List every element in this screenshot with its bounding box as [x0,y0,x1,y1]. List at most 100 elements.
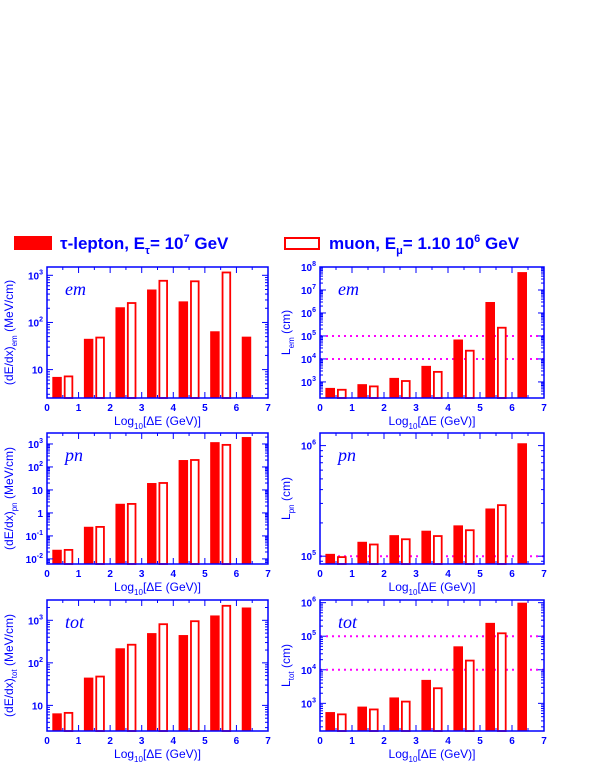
muon-bar [63,711,74,732]
muon-bar [464,659,475,732]
tau-bar [389,377,399,398]
x-tick-label: 5 [202,403,208,414]
x-tick-label: 5 [477,736,483,747]
x-tick-label: 2 [107,403,113,414]
x-tick-label: 7 [541,403,547,414]
muon-bar [336,556,347,565]
x-tick-label: 6 [509,569,515,580]
muon-bar [432,535,443,565]
legend: τ-lepton, Eτ= 107 GeV muon, Eμ= 1.10 106… [14,233,520,257]
x-tick-label: 2 [107,569,113,580]
muon-bar [221,604,232,732]
y-tick-label: 103 [28,614,43,627]
x-tick-label: 6 [234,736,240,747]
x-tick-label: 0 [317,569,323,580]
x-tick-label: 0 [44,736,50,747]
panel-label-tot: tot [65,612,85,632]
y-tick-label: 1 [37,509,43,520]
muon-bar [368,385,379,399]
tau-bar [421,679,431,731]
x-tick-label: 3 [139,569,145,580]
y-tick-label: 102 [28,657,43,670]
x-tick-label: 3 [413,569,419,580]
tau-bar [178,301,189,398]
x-tick-label: 2 [381,736,387,747]
y-tick-label: 106 [301,307,316,320]
panel-tot-dedx: 0 1 2 3 4 5 6 7 10 102 103 Log10[ΔE (GeV)] (dE/dx)to… [2,599,271,764]
x-tick-label: 3 [413,736,419,747]
panel-label-em: em [338,279,359,299]
y-axis-label: Lpn (cm) [279,477,296,520]
x-tick-label: 1 [349,569,355,580]
legend-muon-label: muon, Eμ= 1.10 106 GeV [329,233,520,257]
y-axis-label: (dE/dx)pn (MeV/cm) [2,447,19,550]
y-axis-label: Lem (cm) [279,310,296,355]
x-tick-label: 2 [381,569,387,580]
muon-bar [190,280,200,399]
tau-bar [241,437,252,564]
x-tick-label: 7 [265,569,271,580]
panel-em-length: 0 1 2 3 4 5 6 7 103 104 105 106 107 108 Log10[ΔE (GeV)… [279,261,547,431]
x-tick-label: 0 [317,403,323,414]
tau-bar [115,307,125,398]
muon-bar [464,349,475,399]
muon-bar [432,370,443,399]
x-axis-label: Log10[ΔE (GeV)] [114,747,201,764]
y-tick-label: 107 [301,284,316,297]
panel-pn-length: 0 1 2 3 4 5 6 7 105 106 Log10[ΔE (GeV)] Lpn (cm) pn [279,432,547,597]
muon-bar [496,632,507,732]
tau-bar [453,339,463,398]
legend-tau-swatch [14,236,52,250]
panel-em-dedx: 0 1 2 3 4 5 6 7 10 102 103 Log10[ΔE (GeV)] (dE/dx)em… [2,266,271,431]
y-axis-label: (dE/dx)tot (MeV/cm) [2,614,19,717]
muon-bar [221,271,232,399]
muon-bar [63,548,74,565]
x-axis-label: Log10[ΔE (GeV)] [389,414,476,431]
x-tick-label: 1 [76,403,82,414]
muon-bar [190,459,200,565]
panel-pn-dedx: 0 1 2 3 4 5 6 7 10-2 10-1 1 10 102 103 Log10[ΔE (GeV)]… [2,432,271,597]
y-tick-label: 103 [28,269,43,282]
tau-bar [517,602,527,731]
tau-bar [210,331,220,398]
y-tick-label: 10 [32,366,44,377]
tau-bar [52,376,62,398]
x-tick-label: 0 [44,403,50,414]
panel-label-em: em [65,279,86,299]
tau-bar [357,541,367,564]
x-axis-label: Log10[ΔE (GeV)] [389,580,476,597]
x-tick-label: 1 [76,736,82,747]
tau-bar [83,338,94,398]
x-tick-label: 1 [76,569,82,580]
y-tick-label: 108 [301,261,316,274]
x-tick-label: 6 [234,403,240,414]
tau-bar [147,633,157,731]
muon-bar [368,708,379,732]
muon-bar [221,443,232,565]
y-axis-label: (dE/dx)em (MeV/cm) [2,280,19,385]
y-tick-label: 10 [32,701,44,712]
y-tick-label: 102 [28,461,43,474]
y-tick-label: 10-1 [26,530,43,543]
tau-bar [389,697,399,731]
tau-bar [241,607,252,731]
muon-bar [158,623,168,732]
tau-bar [485,508,495,564]
y-tick-label: 103 [301,697,316,710]
y-tick-label: 106 [301,597,316,610]
x-tick-label: 4 [445,736,451,747]
tau-bar [52,549,62,564]
muon-bar [400,700,411,732]
tau-bar [115,503,125,564]
y-tick-label: 104 [301,353,316,366]
tau-bar [83,526,94,564]
x-axis-label: Log10[ΔE (GeV)] [114,414,201,431]
x-tick-label: 5 [477,403,483,414]
x-tick-label: 6 [234,569,240,580]
legend-tau-label: τ-lepton, Eτ= 107 GeV [60,233,229,257]
y-tick-label: 102 [28,316,43,329]
x-tick-label: 1 [349,736,355,747]
y-tick-label: 10 [32,486,44,497]
y-tick-label: 105 [301,550,316,563]
